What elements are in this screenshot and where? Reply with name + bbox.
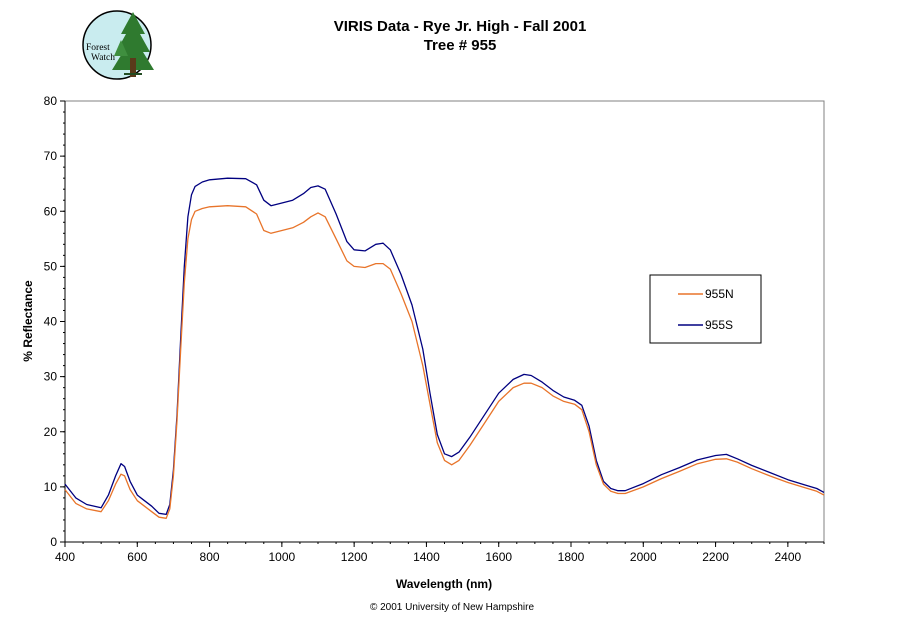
x-tick-label: 1000 — [269, 550, 296, 564]
y-tick-label: 20 — [44, 425, 58, 439]
series-line-955n — [64, 205, 825, 519]
x-tick-label: 800 — [200, 550, 220, 564]
copyright-notice: © 2001 University of New Hampshire — [370, 602, 535, 613]
x-tick-label: 1600 — [485, 550, 512, 564]
chart-title: VIRIS Data - Rye Jr. High - Fall 2001 — [334, 18, 587, 35]
logo-text-line1: Forest — [86, 43, 110, 53]
legend: 955N 955S — [649, 274, 762, 344]
x-tick-label: 2200 — [702, 550, 729, 564]
x-tick-label: 1400 — [413, 550, 440, 564]
legend-label-955s: 955S — [705, 318, 733, 332]
x-tick-label: 1200 — [341, 550, 368, 564]
y-tick-label: 10 — [44, 480, 58, 494]
legend-label-955n: 955N — [705, 287, 734, 301]
forest-watch-logo: Forest Watch — [82, 10, 154, 80]
y-tick-label: 0 — [50, 535, 57, 549]
logo-text-line2: Watch — [91, 53, 115, 63]
x-tick-label: 600 — [127, 550, 147, 564]
x-axis-title: Wavelength (nm) — [396, 577, 492, 591]
chart-subtitle: Tree # 955 — [424, 37, 497, 54]
y-tick-label: 30 — [44, 370, 58, 384]
x-tick-label: 400 — [55, 550, 75, 564]
y-tick-label: 70 — [44, 149, 58, 163]
x-tick-label: 2000 — [630, 550, 657, 564]
y-axis-title: % Reflectance — [21, 280, 35, 362]
y-tick-label: 40 — [44, 315, 58, 329]
y-tick-label: 80 — [44, 94, 58, 108]
series-layer — [64, 177, 825, 519]
tree-icon — [112, 12, 154, 77]
legend-box — [649, 274, 762, 344]
y-axis-ticks: 0 10 20 30 40 50 60 70 80 — [44, 94, 65, 549]
y-tick-label: 60 — [44, 204, 58, 218]
y-tick-label: 50 — [44, 259, 58, 273]
x-axis-ticks: 400 600 800 1000 1200 1400 1600 1800 2000 2200 240… — [55, 542, 825, 564]
x-tick-label: 2400 — [775, 550, 802, 564]
x-tick-label: 1800 — [558, 550, 585, 564]
series-line-955s — [64, 177, 825, 516]
